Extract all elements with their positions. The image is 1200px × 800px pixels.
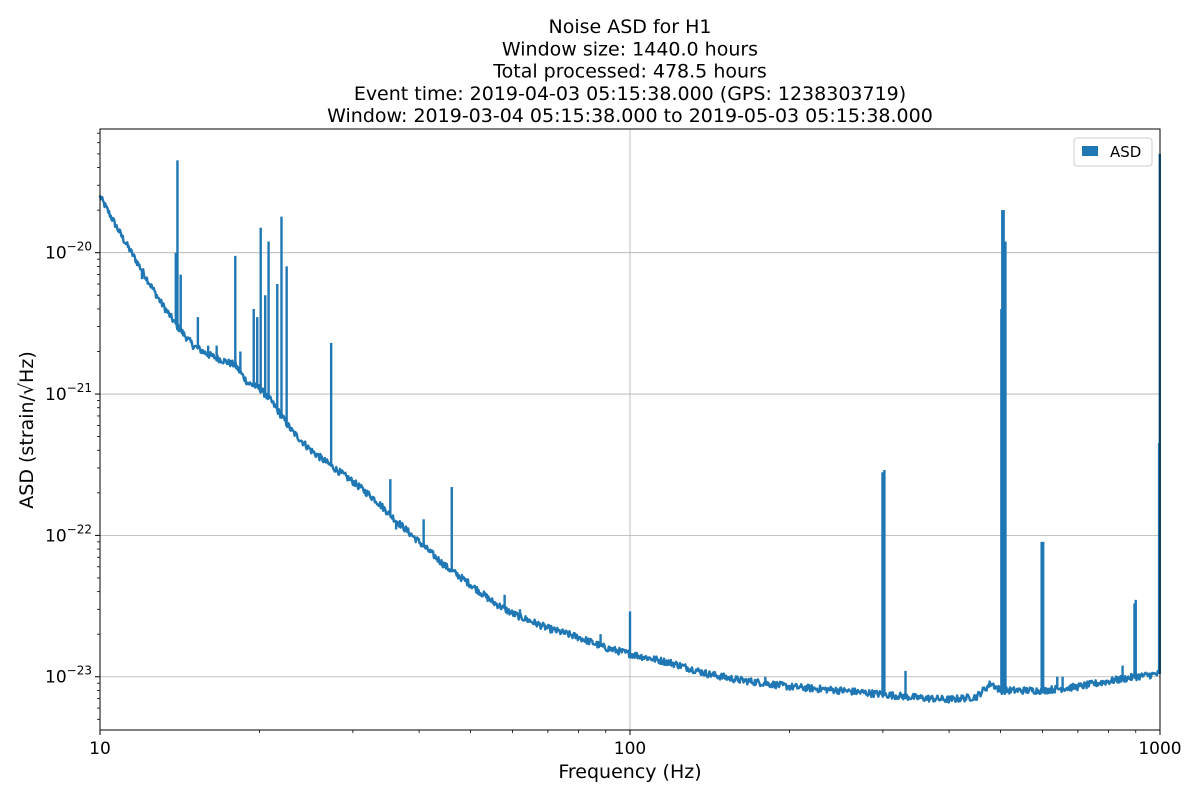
y-axis-label: ASD (strain/√Hz) [16,351,38,508]
legend-label: ASD [1110,143,1141,161]
title-line: Window size: 1440.0 hours [502,38,758,60]
y-tick-label: 10−21 [45,381,92,405]
legend-swatch [1082,146,1098,156]
y-tick-label: 10−22 [45,522,92,546]
title-line: Event time: 2019-04-03 05:15:38.000 (GPS… [354,83,906,105]
x-tick-label: 10 [89,739,111,759]
title-line: Window: 2019-03-04 05:15:38.000 to 2019-… [327,105,933,127]
title-line: Noise ASD for H1 [548,16,711,38]
x-tick-label: 100 [614,739,646,759]
x-axis-label: Frequency (Hz) [558,761,701,783]
legend: ASD [1073,137,1153,167]
y-axis: 10−20 10−21 10−22 10−23 [45,240,100,688]
title-line: Total processed: 478.5 hours [492,61,766,83]
x-axis: 10 100 1000 [89,730,1182,759]
legend-box [1073,137,1153,167]
y-tick-label: 10−20 [45,240,92,264]
y-tick-label: 10−23 [45,664,92,688]
x-tick-label: 1000 [1138,739,1181,759]
